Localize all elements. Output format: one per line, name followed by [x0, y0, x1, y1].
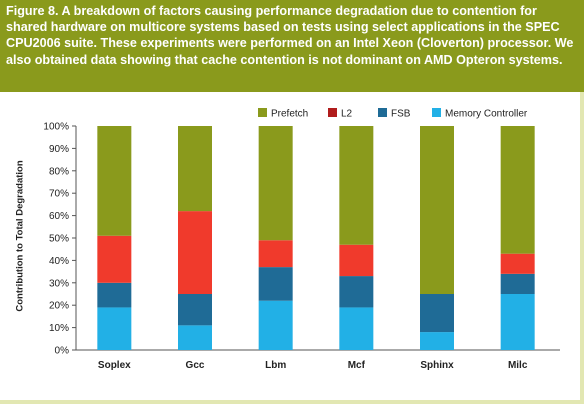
bar-segment-fsb	[420, 294, 454, 333]
bar-segment-prefetch	[258, 126, 293, 241]
bar-segment-l2	[178, 211, 212, 294]
x-tick-label: Lbm	[265, 360, 286, 371]
legend-swatch	[432, 108, 441, 117]
x-tick-label: Mcf	[348, 360, 366, 371]
y-tick-label: 40%	[49, 256, 69, 267]
bar-segment-l2	[258, 240, 293, 268]
legend-swatch	[378, 108, 387, 117]
x-tick-label: Soplex	[98, 360, 131, 371]
bar-segment-memory-controller	[178, 325, 212, 350]
bar-segment-prefetch	[339, 126, 374, 245]
y-tick-label: 30%	[49, 278, 69, 289]
y-tick-label: 90%	[49, 144, 69, 155]
bar-segment-memory-controller	[420, 332, 454, 350]
bar-segment-memory-controller	[339, 307, 374, 350]
bar-segment-prefetch	[178, 126, 212, 212]
bar-segment-fsb	[500, 273, 535, 294]
bar-segment-l2	[339, 244, 374, 277]
bar-segment-l2	[97, 235, 132, 283]
bar-segment-fsb	[178, 294, 212, 326]
figure-caption: Figure 8. A breakdown of factors causing…	[6, 4, 574, 67]
y-tick-label: 50%	[49, 234, 69, 245]
bar-segment-fsb	[339, 276, 374, 308]
y-tick-label: 20%	[49, 301, 69, 312]
bar-segment-fsb	[258, 267, 293, 301]
legend-label: FSB	[391, 109, 411, 120]
bar-segment-memory-controller	[97, 307, 132, 350]
bar-segment-prefetch	[420, 126, 454, 294]
x-tick-label: Sphinx	[420, 360, 454, 371]
y-tick-label: 80%	[49, 166, 69, 177]
y-tick-label: 0%	[55, 346, 70, 357]
y-tick-label: 10%	[49, 323, 69, 334]
bar-segment-fsb	[97, 282, 132, 308]
x-tick-label: Milc	[508, 360, 528, 371]
bar-segment-memory-controller	[500, 294, 535, 350]
y-tick-label: 100%	[43, 122, 69, 133]
y-tick-label: 60%	[49, 211, 69, 222]
bar-segment-memory-controller	[258, 300, 293, 350]
legend-label: Memory Controller	[445, 109, 528, 120]
bar-segment-prefetch	[500, 126, 535, 254]
legend-swatch	[258, 108, 267, 117]
y-tick-label: 70%	[49, 189, 69, 200]
legend-swatch	[328, 108, 337, 117]
legend-label: L2	[341, 109, 353, 120]
caption-band: Figure 8. A breakdown of factors causing…	[0, 0, 584, 92]
bar-segment-prefetch	[97, 126, 132, 236]
legend-label: Prefetch	[271, 109, 308, 120]
bar-segment-l2	[500, 253, 535, 274]
x-tick-label: Gcc	[186, 360, 205, 371]
